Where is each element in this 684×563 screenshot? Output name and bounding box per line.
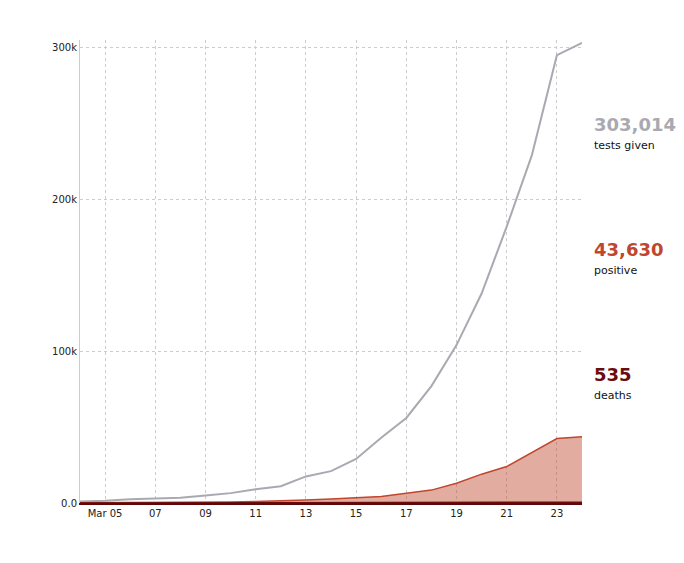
svg-text:19: 19: [450, 508, 463, 519]
svg-text:23: 23: [551, 508, 564, 519]
svg-text:deaths: deaths: [594, 389, 632, 402]
svg-text:11: 11: [249, 508, 262, 519]
svg-text:13: 13: [300, 508, 313, 519]
svg-text:positive: positive: [594, 264, 637, 277]
svg-text:Mar 05: Mar 05: [88, 508, 123, 519]
svg-text:09: 09: [199, 508, 212, 519]
svg-text:17: 17: [400, 508, 413, 519]
svg-text:535: 535: [594, 364, 632, 385]
svg-text:43,630: 43,630: [594, 239, 663, 260]
svg-text:tests given: tests given: [594, 139, 655, 152]
svg-text:300k: 300k: [52, 42, 77, 53]
svg-text:200k: 200k: [52, 194, 77, 205]
svg-text:303,014: 303,014: [594, 114, 676, 135]
svg-text:21: 21: [500, 508, 513, 519]
svg-text:07: 07: [149, 508, 162, 519]
svg-text:15: 15: [350, 508, 363, 519]
svg-text:0.0: 0.0: [61, 498, 77, 509]
svg-text:100k: 100k: [52, 346, 77, 357]
